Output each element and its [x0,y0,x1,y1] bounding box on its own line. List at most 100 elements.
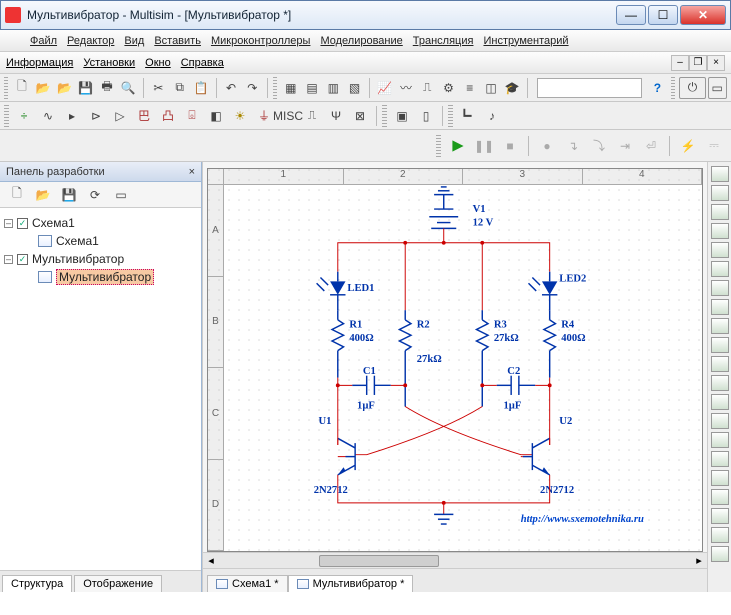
open-icon[interactable]: 📂 [34,77,53,99]
open-proj-icon[interactable]: 📂 [32,184,54,206]
minimize-button[interactable]: — [616,5,646,25]
in-use-list[interactable] [537,78,642,98]
menu-transfer[interactable]: Трансляция [413,35,474,47]
trace-icon[interactable]: ⎓ [703,135,725,157]
maximize-button[interactable]: ☐ [648,5,678,25]
place-cmos-icon[interactable]: 凸 [157,105,179,127]
save-icon[interactable]: 💾 [76,77,95,99]
toolbar-grip[interactable] [273,77,277,99]
props-icon[interactable]: ▭ [110,184,132,206]
4ch-scope-icon[interactable] [711,242,729,258]
component-led1[interactable] [317,272,346,311]
place-diode-icon[interactable]: ▸ [61,105,83,127]
bom-icon[interactable]: ≡ [460,77,479,99]
wattmeter-icon[interactable] [711,204,729,220]
run-button[interactable] [447,135,469,157]
new-icon[interactable]: 🗋 [12,77,31,99]
tek-scope-icon[interactable] [711,489,729,505]
toolbar-grip[interactable] [671,77,675,99]
multimeter-icon[interactable] [711,166,729,182]
freq-counter-icon[interactable] [711,280,729,296]
component-r2[interactable] [399,310,411,406]
place-source-icon[interactable]: ÷ [13,105,35,127]
menu-insert[interactable]: Вставить [154,35,201,47]
menu-file[interactable]: Файл [30,35,57,47]
scrollbar-horizontal[interactable]: ◂ ▸ [203,552,707,568]
step-icon[interactable]: ● [536,135,558,157]
place-transistor-icon[interactable]: ⊳ [85,105,107,127]
menu-tools[interactable]: Инструментарий [483,35,568,47]
place-misc2-icon[interactable]: MISC [277,105,299,127]
menu-window[interactable]: Окно [145,57,171,69]
step-over-icon[interactable]: ⤵ [588,135,610,157]
menu-edit[interactable]: Редактор [67,35,114,47]
place-basic-icon[interactable]: ∿ [37,105,59,127]
component-r1[interactable] [332,310,344,377]
close-button[interactable]: ✕ [680,5,726,25]
component-c1[interactable] [352,376,391,395]
toolbar-grip[interactable] [448,105,453,127]
probe-icon[interactable]: ⚡ [677,135,699,157]
undo-icon[interactable]: ↶ [221,77,240,99]
switch-icon[interactable]: ⏻ [679,77,705,99]
paste-icon[interactable]: 📋 [191,77,210,99]
iv-icon[interactable] [711,356,729,372]
save-proj-icon[interactable]: 💾 [58,184,80,206]
ag-fgen-icon[interactable] [711,432,729,448]
pause-button[interactable]: ❚❚ [473,135,495,157]
place-hier-icon[interactable]: ▯ [415,105,437,127]
break-icon[interactable]: ⏎ [640,135,662,157]
component-c2[interactable] [497,376,536,395]
place-mcu-icon[interactable]: ▣ [391,105,413,127]
spectrum-icon[interactable] [711,394,729,410]
edu-icon[interactable]: 🎓 [503,77,522,99]
graph-icon[interactable]: 📈 [375,77,394,99]
tab-hierarchy[interactable]: Структура [2,575,72,592]
menu-view[interactable]: Вид [124,35,144,47]
fgen-icon[interactable] [711,185,729,201]
oscilloscope-icon[interactable] [711,223,729,239]
mdi-restore[interactable]: ❐ [689,55,707,71]
toolbar-grip[interactable] [436,135,441,157]
ag-scope-icon[interactable] [711,451,729,467]
place-rf-icon[interactable]: Ψ [325,105,347,127]
place-junction-icon[interactable]: ♪ [481,105,503,127]
tree-row[interactable]: Мультивибратор [4,268,197,286]
grid-icon[interactable]: ▤ [302,77,321,99]
menu-simulate[interactable]: Моделирование [320,35,402,47]
component-v1[interactable] [429,209,458,228]
refresh-icon[interactable]: ⟳ [84,184,106,206]
step-into-icon[interactable]: ↴ [562,135,584,157]
tab-doc2[interactable]: Мультивибратор * [288,575,414,592]
place-analog-icon[interactable]: ▷ [109,105,131,127]
ag-mm-icon[interactable] [711,470,729,486]
sheet2-icon[interactable]: ▧ [345,77,364,99]
current-probe-icon[interactable] [711,546,729,562]
component-q2[interactable] [523,438,550,475]
tree-row[interactable]: Схема1 [4,232,197,250]
bode-icon[interactable] [711,261,729,277]
tab-visibility[interactable]: Отображение [74,575,162,592]
scrollbar-thumb[interactable] [319,555,439,567]
dist-analyzer-icon[interactable] [711,375,729,391]
panel-close-icon[interactable]: × [189,166,195,178]
labview-icon[interactable] [711,527,729,543]
toolbar-grip[interactable] [382,105,387,127]
mdi-close[interactable]: × [707,55,725,71]
cut-icon[interactable]: ✂ [149,77,168,99]
db-icon[interactable]: ▦ [281,77,300,99]
sheet-icon[interactable]: ▥ [324,77,343,99]
mdi-minimize[interactable]: – [671,55,689,71]
menu-reports[interactable]: Информация [6,57,73,69]
component-r3[interactable] [476,310,488,406]
step-out-icon[interactable]: ⇥ [614,135,636,157]
place-ind-icon[interactable]: ☀ [229,105,251,127]
network-icon[interactable] [711,413,729,429]
place-bus-icon[interactable]: ┗╸ [457,105,479,127]
osc-icon[interactable]: ▭ [708,77,727,99]
place-ttl-icon[interactable]: 巴 [133,105,155,127]
tree-row[interactable]: –✓ Мультивибратор [4,250,197,268]
copy-icon[interactable]: ⧉ [170,77,189,99]
probe-icon[interactable] [711,508,729,524]
analyze-icon[interactable]: 〰 [396,77,415,99]
